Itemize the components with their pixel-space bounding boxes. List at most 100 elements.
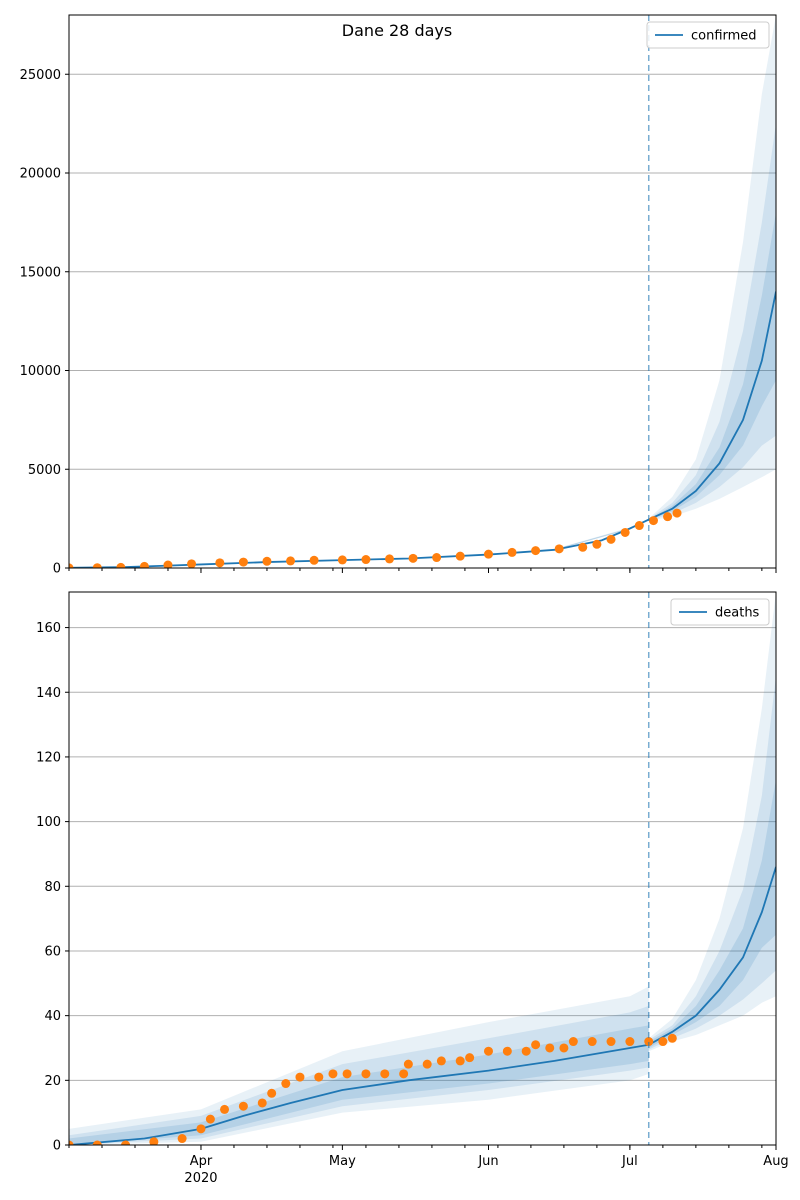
deaths-chart: 0 20 40 60 80 100 120 140 160 Apr 2020 May Jun Jul Aug…	[36, 591, 789, 1186]
plot-area	[69, 592, 776, 1145]
observed-point	[578, 542, 588, 552]
y-tick-label: 0	[53, 1139, 61, 1154]
y-tick-label: 10000	[20, 364, 61, 379]
observed-point	[648, 516, 658, 526]
y-tick-label: 20000	[20, 167, 61, 182]
observed-point	[314, 1072, 324, 1082]
observed-point	[620, 527, 630, 537]
confirmed-chart: 0 5000 10000 15000 20000 25000 confirmed	[20, 14, 777, 577]
observed-point	[606, 534, 616, 544]
x-tick-label: Jul	[621, 1154, 638, 1169]
y-tick-label: 40	[44, 1009, 61, 1024]
observed-point	[267, 1088, 277, 1098]
observed-point	[139, 561, 149, 568]
observed-point	[92, 563, 102, 568]
observed-point	[238, 557, 248, 567]
observed-point	[559, 1043, 569, 1053]
observed-point	[69, 563, 74, 568]
observed-point	[483, 1046, 493, 1056]
observed-point	[554, 544, 564, 554]
observed-point	[342, 1069, 352, 1079]
observed-point	[436, 1056, 446, 1066]
observed-point	[385, 554, 395, 564]
observed-point	[483, 549, 493, 559]
observed-point	[455, 1056, 465, 1066]
y-tick-label: 160	[36, 621, 61, 636]
observed-point	[257, 1098, 267, 1108]
y-tick-label: 120	[36, 750, 61, 765]
observed-point	[521, 1046, 531, 1056]
observed-point	[295, 1072, 305, 1082]
observed-point	[163, 560, 173, 568]
observed-point	[149, 1137, 159, 1145]
uncertainty-band	[69, 986, 649, 1145]
x-tick-label: Aug	[763, 1154, 788, 1169]
observed-point	[587, 1037, 597, 1047]
observed-point	[399, 1069, 409, 1079]
observed-point	[667, 1033, 677, 1043]
x-tick-label: Apr	[190, 1154, 213, 1169]
observed-point	[634, 521, 644, 531]
observed-point	[196, 1124, 206, 1134]
y-tick-label: 20	[44, 1074, 61, 1089]
observed-point	[625, 1037, 635, 1047]
observed-point	[262, 556, 272, 566]
observed-point	[337, 555, 347, 565]
model-line-deaths	[69, 866, 776, 1145]
uncertainty-band	[69, 1005, 649, 1145]
observed-point	[408, 553, 418, 563]
model-line-confirmed	[69, 291, 776, 568]
observed-point	[177, 1134, 187, 1144]
uncertainty-band	[648, 779, 776, 1048]
observed-point	[121, 1140, 131, 1145]
y-tick-label: 100	[36, 815, 61, 830]
observed-point	[606, 1037, 616, 1047]
observed-point	[281, 1079, 291, 1089]
legend-box	[670, 598, 770, 626]
observed-point	[187, 559, 197, 568]
y-tick-label: 80	[44, 880, 61, 895]
figure-title: Dane 28 days	[342, 21, 452, 40]
legend-label: deaths	[715, 606, 760, 621]
observed-point	[545, 1043, 555, 1053]
observed-point	[215, 558, 225, 568]
y-tick-label: 15000	[20, 265, 61, 280]
observed-point	[672, 508, 682, 518]
y-tick-label: 60	[44, 944, 61, 959]
x-tick-label: Jun	[477, 1154, 498, 1169]
legend-box	[646, 21, 770, 49]
observed-point	[592, 539, 602, 549]
legend: confirmed	[646, 21, 770, 49]
observed-point	[422, 1059, 432, 1069]
observed-point	[507, 547, 517, 557]
observed-point	[502, 1046, 512, 1056]
legend: deaths	[670, 598, 770, 626]
x-tick-sublabel: 2020	[184, 1171, 217, 1186]
axes-frame	[68, 591, 777, 1146]
plot-area	[69, 15, 776, 568]
observed-point	[328, 1069, 338, 1079]
y-tick-label: 140	[36, 686, 61, 701]
x-tick-label: May	[329, 1154, 356, 1169]
observed-point	[531, 1040, 541, 1050]
observed-point	[465, 1053, 475, 1063]
uncertainty-band	[554, 212, 776, 551]
observed-point	[220, 1104, 230, 1114]
observed-point	[361, 1069, 371, 1079]
observed-point	[403, 1059, 413, 1069]
uncertainty-band	[554, 15, 776, 551]
uncertainty-band	[648, 592, 776, 1052]
axes-frame	[68, 14, 777, 569]
observed-point	[286, 556, 296, 566]
observed-point	[531, 546, 541, 556]
observed-point	[69, 1140, 74, 1145]
observed-point	[92, 1140, 102, 1145]
observed-point	[116, 562, 126, 568]
y-tick-label: 5000	[28, 463, 61, 478]
observed-point	[432, 553, 442, 563]
y-tick-label: 25000	[20, 68, 61, 83]
observed-point	[455, 551, 465, 561]
observed-point	[658, 1037, 668, 1047]
observed-point	[644, 1037, 654, 1047]
uncertainty-band	[69, 1025, 649, 1145]
